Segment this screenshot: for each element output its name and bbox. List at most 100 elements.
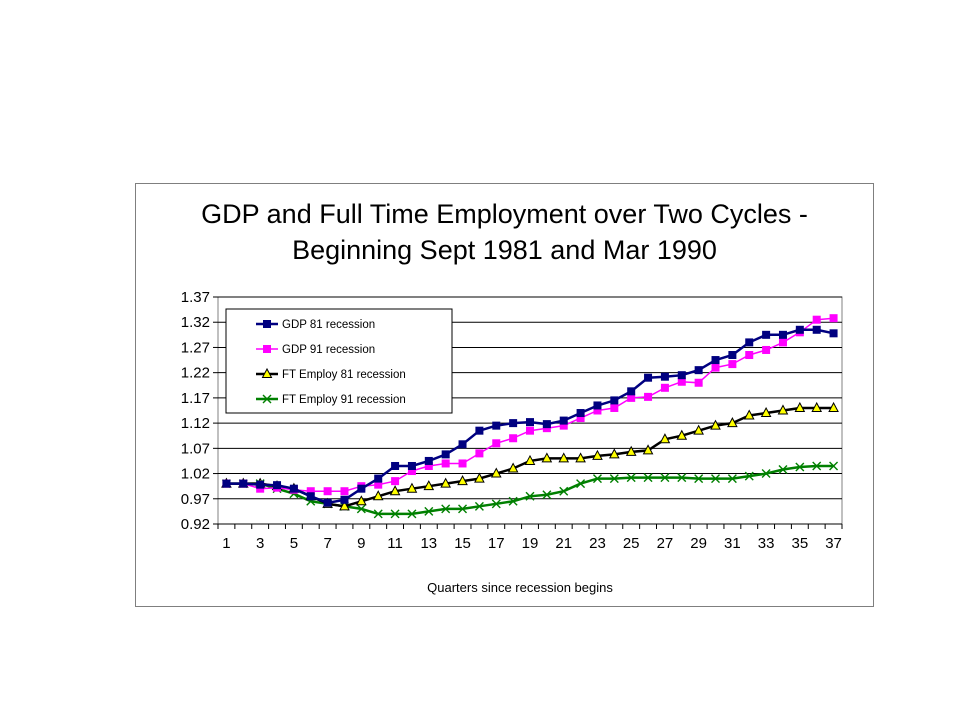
data-point-stroke (491, 499, 501, 509)
data-point (660, 383, 669, 392)
legend-item: GDP 91 recession (256, 344, 375, 356)
data-point (676, 429, 688, 440)
data-point-stroke (525, 491, 535, 501)
y-tick-label: 1.32 (181, 314, 210, 331)
data-point-stroke (508, 496, 518, 506)
data-point-stroke (542, 490, 552, 500)
data-point (659, 433, 671, 444)
data-point-stroke (761, 469, 771, 479)
data-point-stroke (407, 509, 417, 519)
data-point (474, 472, 485, 483)
data-point-stroke (609, 474, 619, 484)
y-tick-label: 1.12 (181, 415, 210, 432)
y-tick-label: 0.92 (181, 516, 210, 533)
data-point (627, 387, 636, 396)
data-point (660, 473, 670, 483)
data-point (643, 473, 653, 483)
data-point (711, 474, 721, 484)
y-tick-label: 1.02 (181, 466, 210, 483)
data-point (509, 434, 518, 443)
x-tick-label: 21 (555, 535, 572, 552)
data-point (263, 320, 271, 328)
data-point (710, 419, 721, 430)
data-point (644, 373, 653, 382)
data-point (711, 356, 720, 365)
legend-label: GDP 81 recession (282, 319, 375, 331)
data-point (576, 409, 585, 418)
legend-item: GDP 81 recession (256, 319, 375, 331)
data-point (372, 490, 384, 501)
data-point (728, 351, 737, 360)
series-0 (222, 325, 838, 507)
data-point (694, 366, 703, 375)
data-point (458, 459, 467, 468)
data-point (778, 338, 787, 347)
data-point (508, 496, 518, 506)
data-point (440, 477, 452, 488)
data-point (407, 509, 417, 519)
data-point (356, 504, 366, 514)
data-point (829, 329, 838, 338)
data-point (256, 480, 265, 489)
data-point (762, 345, 771, 354)
data-point-stroke (390, 509, 400, 519)
data-point (693, 424, 704, 435)
x-tick-label: 5 (290, 535, 298, 552)
data-point (262, 394, 272, 404)
legend-item: FT Employ 81 recession (256, 367, 406, 381)
data-point (525, 491, 535, 501)
data-point (794, 401, 806, 412)
data-point (389, 485, 401, 496)
data-point-stroke (262, 394, 272, 404)
data-point (711, 363, 720, 372)
x-tick-label: 37 (825, 535, 842, 552)
data-point (644, 392, 653, 401)
data-point (778, 465, 788, 475)
data-point (795, 325, 804, 334)
x-tick-label: 7 (323, 535, 331, 552)
data-point (263, 345, 271, 353)
data-point-stroke (694, 474, 704, 484)
x-tick-label: 3 (256, 535, 264, 552)
data-point (261, 367, 273, 378)
data-point-stroke (812, 461, 822, 471)
data-point (760, 406, 772, 418)
data-point (610, 403, 619, 412)
x-tick-label: 29 (690, 535, 707, 552)
data-point (558, 452, 570, 463)
x-tick-label: 15 (454, 535, 471, 552)
legend: GDP 81 recession GDP 91 recession FT Emplo… (225, 308, 453, 414)
data-point (627, 393, 636, 402)
data-point-stroke (559, 486, 569, 496)
data-point-stroke (744, 471, 754, 481)
data-point (812, 461, 822, 471)
data-point (812, 315, 821, 324)
legend-label: GDP 91 recession (282, 344, 375, 356)
data-point (811, 401, 823, 412)
data-point-stroke (356, 504, 366, 514)
data-point (507, 462, 519, 473)
data-point (441, 450, 450, 459)
data-point (457, 475, 468, 486)
data-point (745, 351, 754, 360)
data-point (542, 490, 552, 500)
data-point (239, 479, 248, 488)
data-point-stroke (424, 506, 434, 516)
data-point (492, 421, 501, 430)
data-point (576, 479, 586, 489)
data-point (744, 471, 754, 481)
x-tick-label: 19 (522, 535, 539, 552)
x-tick-label: 9 (357, 535, 365, 552)
data-point (526, 418, 534, 427)
x-tick-label: 31 (724, 535, 741, 552)
data-point (542, 420, 551, 429)
data-point (273, 481, 282, 490)
data-point (475, 426, 484, 435)
y-tick-label: 0.97 (181, 491, 210, 508)
legend-item: FT Employ 91 recession (256, 394, 406, 406)
legend-label: FT Employ 91 recession (282, 394, 406, 406)
x-tick-label: 13 (420, 535, 437, 552)
data-point (761, 469, 771, 479)
data-point (694, 474, 704, 484)
